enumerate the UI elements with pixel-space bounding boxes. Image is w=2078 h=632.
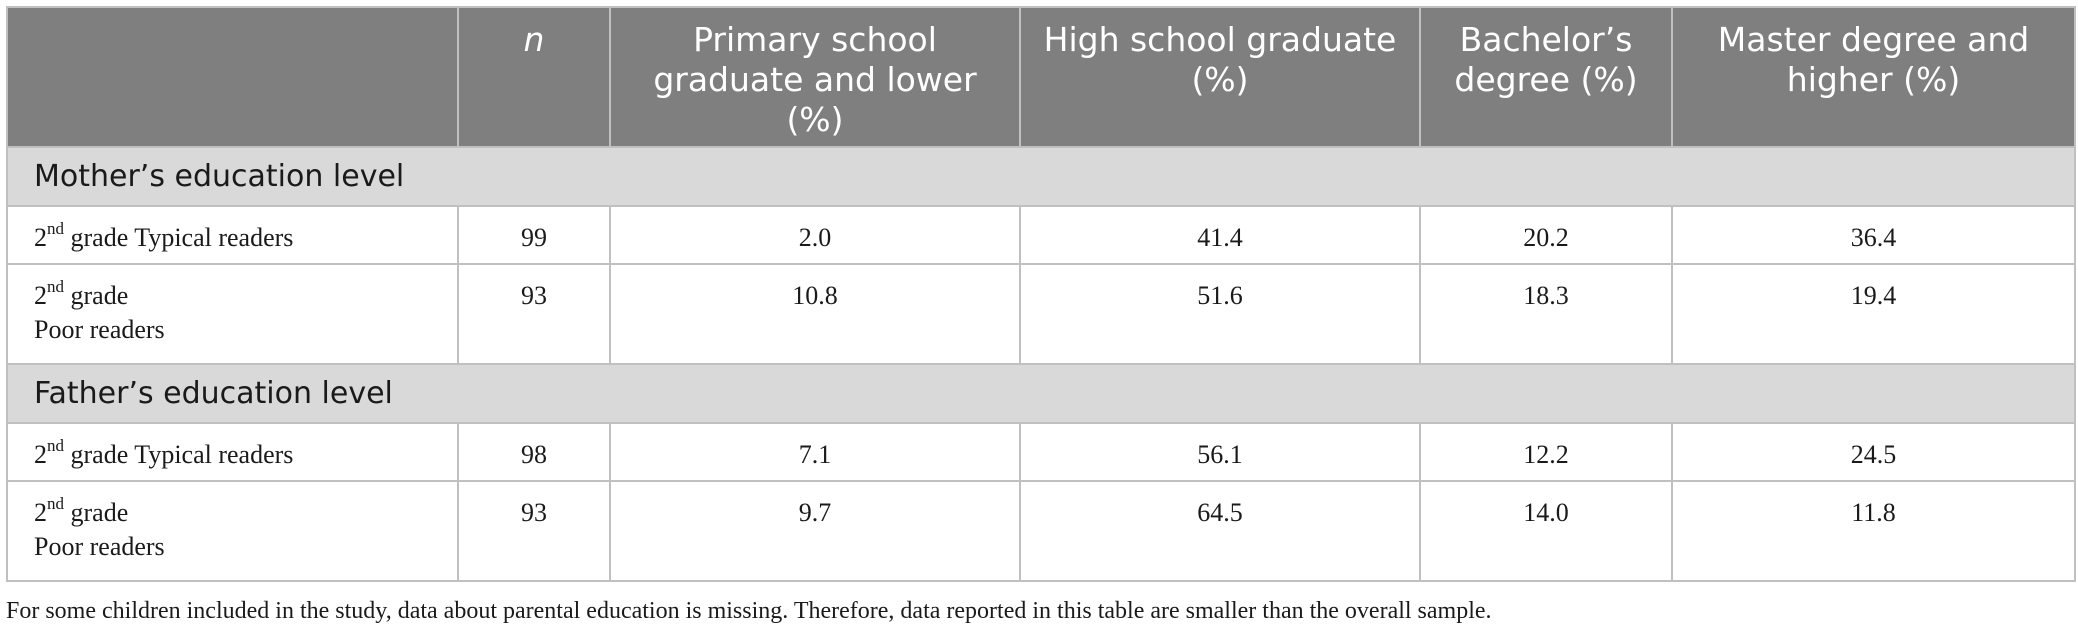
cell-high-school: 64.5 (1019, 480, 1421, 582)
row-label-text: grade Typical readers (64, 440, 294, 469)
cell-primary: 7.1 (609, 422, 1021, 482)
row-label-text: grade Typical readers (64, 223, 294, 252)
grade-number: 2 (34, 498, 47, 527)
row-label-line2: Poor readers (34, 315, 165, 344)
row-label: 2nd grade Typical readers (6, 205, 459, 265)
grade-number: 2 (34, 440, 47, 469)
section-title: Father’s education level (6, 363, 2076, 424)
cell-master: 24.5 (1671, 422, 2076, 482)
row-label: 2nd grade Poor readers (6, 480, 459, 582)
cell-master: 19.4 (1671, 263, 2076, 365)
cell-high-school: 51.6 (1019, 263, 1421, 365)
grade-number: 2 (34, 281, 47, 310)
table-row: 2nd grade Poor readers 93 9.7 64.5 14.0 1… (6, 480, 2076, 582)
cell-bachelor: 18.3 (1419, 263, 1673, 365)
row-label-text: grade (64, 281, 129, 310)
cell-master: 36.4 (1671, 205, 2076, 265)
header-row: n Primary school graduate and lower (%) … (6, 6, 2076, 148)
cell-primary: 9.7 (609, 480, 1021, 582)
grade-number: 2 (34, 223, 47, 252)
cell-n: 93 (457, 263, 611, 365)
table-footnote: For some children included in the study,… (6, 598, 1492, 624)
row-label-text: grade (64, 498, 129, 527)
section-title: Mother’s education level (6, 146, 2076, 207)
education-table: n Primary school graduate and lower (%) … (6, 6, 2076, 582)
cell-n: 99 (457, 205, 611, 265)
grade-suffix: nd (47, 219, 64, 239)
cell-primary: 10.8 (609, 263, 1021, 365)
row-label-line2: Poor readers (34, 532, 165, 561)
cell-primary: 2.0 (609, 205, 1021, 265)
header-cell-primary: Primary school graduate and lower (%) (609, 6, 1021, 148)
table-row: 2nd grade Typical readers 99 2.0 41.4 20… (6, 205, 2076, 265)
grade-suffix: nd (47, 436, 64, 456)
cell-bachelor: 14.0 (1419, 480, 1673, 582)
row-label: 2nd grade Poor readers (6, 263, 459, 365)
row-label: 2nd grade Typical readers (6, 422, 459, 482)
table-row: 2nd grade Poor readers 93 10.8 51.6 18.3 … (6, 263, 2076, 365)
header-cell-master: Master degree and higher (%) (1671, 6, 2076, 148)
header-cell-bachelor: Bachelor’s degree (%) (1419, 6, 1673, 148)
section-row-father: Father’s education level (6, 363, 2076, 424)
section-row-mother: Mother’s education level (6, 146, 2076, 207)
grade-suffix: nd (47, 494, 64, 514)
cell-master: 11.8 (1671, 480, 2076, 582)
header-cell-high-school: High school graduate (%) (1019, 6, 1421, 148)
table-row: 2nd grade Typical readers 98 7.1 56.1 12… (6, 422, 2076, 482)
cell-high-school: 41.4 (1019, 205, 1421, 265)
header-cell-n: n (457, 6, 611, 148)
cell-n: 98 (457, 422, 611, 482)
grade-suffix: nd (47, 277, 64, 297)
cell-bachelor: 12.2 (1419, 422, 1673, 482)
table-container: n Primary school graduate and lower (%) … (6, 6, 2076, 582)
cell-high-school: 56.1 (1019, 422, 1421, 482)
header-cell-empty (6, 6, 459, 148)
cell-bachelor: 20.2 (1419, 205, 1673, 265)
cell-n: 93 (457, 480, 611, 582)
